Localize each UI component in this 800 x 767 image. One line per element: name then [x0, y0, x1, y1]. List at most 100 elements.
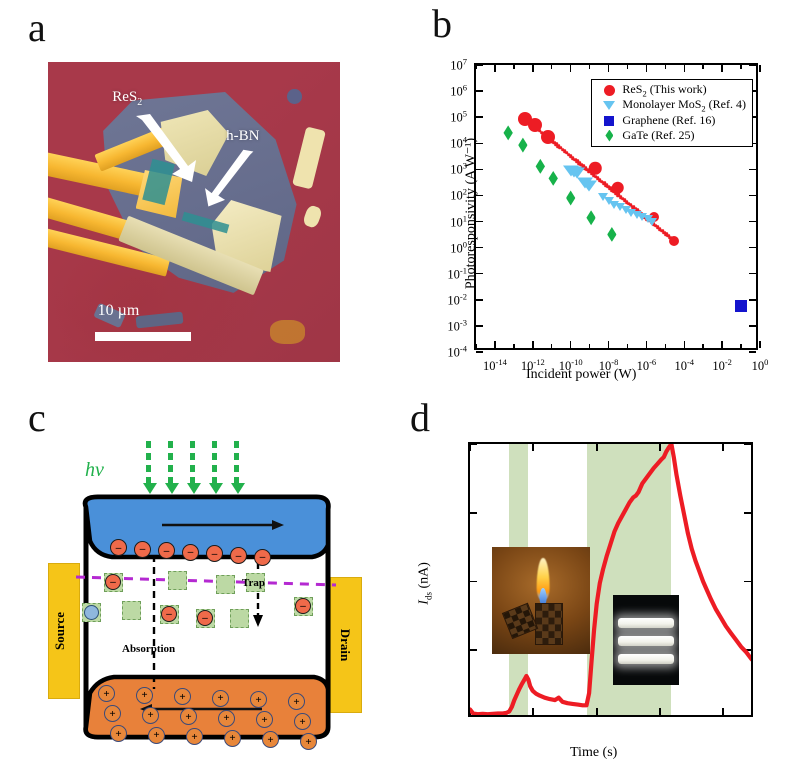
- electron: –: [110, 539, 127, 556]
- panel-b-y-axis-title: Photoresponsivity (A W⁻¹): [463, 137, 479, 290]
- electron: –: [254, 548, 271, 566]
- hole: +: [288, 693, 305, 710]
- x-tick: [722, 708, 725, 715]
- data-point-triangle: [647, 217, 658, 226]
- x-tick-top: [721, 65, 723, 72]
- hole: +: [186, 728, 203, 746]
- trendline-dot: [579, 162, 583, 167]
- lamp-tube: [617, 654, 674, 665]
- y-tick-right: [749, 246, 756, 249]
- hole: +: [262, 731, 279, 749]
- legend-item[interactable]: ReS2 (This work): [596, 82, 746, 99]
- legend-item[interactable]: Graphene (Ref. 16): [596, 113, 746, 128]
- y-tick-label: 103: [450, 160, 467, 177]
- trendline-dot: [577, 161, 581, 165]
- legend-marker-square: [596, 115, 622, 126]
- lighter-flame-photo: [492, 547, 591, 654]
- y-tick: [470, 649, 477, 652]
- data-point-circle: [648, 211, 659, 222]
- panel-c-letter: c: [28, 395, 46, 440]
- y-tick-label: 104: [450, 134, 467, 151]
- trap-state-box: [246, 573, 265, 592]
- data-point-circle: [611, 181, 624, 194]
- legend-swatch: [603, 101, 616, 110]
- x-tick-label: 100: [751, 357, 769, 374]
- trendline-dot: [573, 157, 577, 162]
- y-tick: [476, 246, 483, 249]
- x-tick: [702, 344, 704, 348]
- x-tick-top: [683, 65, 686, 72]
- x-tick-top: [702, 65, 704, 69]
- trendline-dot: [575, 159, 579, 164]
- y-tick-label: 107: [450, 56, 467, 73]
- legend-label: ReS2 (This work): [622, 82, 707, 99]
- data-point-diamond: [503, 125, 513, 141]
- trendline-dot: [593, 174, 598, 179]
- trendline-dot: [591, 173, 596, 177]
- x-tick-top: [645, 65, 648, 72]
- panel-a-micrograph: ReS2 h-BN 10 µm: [48, 62, 340, 362]
- legend-item[interactable]: GaTe (Ref. 25): [596, 128, 746, 143]
- panel-b-letter: b: [432, 1, 452, 46]
- trendline-dot: [664, 232, 668, 236]
- trendline-dot: [602, 181, 606, 186]
- hole: +: [136, 686, 153, 704]
- hole: +: [300, 733, 317, 750]
- legend-item[interactable]: Monolayer MoS2 (Ref. 4): [596, 97, 746, 114]
- trapped-electron: –: [105, 574, 121, 590]
- x-tick-top: [532, 65, 534, 72]
- data-point-triangle: [626, 208, 637, 217]
- panel-c-band-diagram: hν Source Drain – – – – – – –: [30, 425, 400, 755]
- electron: –: [134, 540, 151, 558]
- debris-3: [287, 89, 303, 104]
- legend-swatch: [605, 129, 614, 142]
- x-tick: [595, 708, 598, 715]
- x-tick-label: 10-4: [674, 357, 695, 374]
- trendline-dot: [558, 146, 563, 150]
- x-tick-top: [607, 65, 610, 72]
- x-tick-label: 10-6: [636, 357, 657, 374]
- trendline-dot: [583, 166, 588, 170]
- trendline-dot: [537, 129, 542, 133]
- x-tick: [588, 344, 591, 348]
- electron: –: [206, 545, 223, 563]
- trendline-dot: [635, 208, 639, 213]
- data-point-circle: [527, 118, 542, 133]
- photon-arrow-head: [186, 483, 201, 494]
- trendline-dot: [604, 183, 608, 187]
- data-point-diamond: [518, 137, 528, 153]
- panel-d-x-axis-title: Time (s): [570, 745, 618, 760]
- y-tick: [476, 168, 483, 171]
- y-tick-right: [749, 168, 756, 171]
- arrow-down-left-icon: [204, 149, 254, 207]
- y-tick-right: [749, 64, 756, 66]
- hole: +: [212, 689, 229, 707]
- trendline-dot: [564, 151, 569, 155]
- legend-marker-diamond: [596, 129, 622, 142]
- x-tick-top: [588, 65, 591, 69]
- x-tick-top: [494, 65, 496, 72]
- y-tick: [476, 194, 483, 197]
- plot-d-frame: 010020030040002468: [468, 442, 753, 717]
- scalebar-label: 10 µm: [97, 302, 140, 319]
- res2-label: ReS2: [112, 89, 143, 108]
- data-point-triangle: [637, 212, 648, 221]
- x-tick: [569, 341, 572, 348]
- hole: +: [218, 709, 235, 727]
- data-point-triangle: [631, 210, 642, 219]
- trendline-dot: [606, 184, 610, 189]
- y-tick: [470, 580, 477, 583]
- trendline-dot: [566, 152, 571, 157]
- hole: +: [142, 706, 159, 724]
- electron: –: [158, 542, 175, 560]
- trendline-dot: [618, 195, 623, 199]
- panel-a-letter: a: [28, 5, 46, 50]
- x-tick: [683, 341, 686, 348]
- data-point-diamond: [548, 170, 558, 186]
- trendline-dot: [560, 147, 565, 152]
- trendline-dot: [554, 142, 559, 147]
- y-tick-right: [744, 511, 751, 514]
- hole: +: [174, 688, 191, 706]
- lighter-body: [535, 602, 563, 646]
- y-tick: [476, 272, 483, 275]
